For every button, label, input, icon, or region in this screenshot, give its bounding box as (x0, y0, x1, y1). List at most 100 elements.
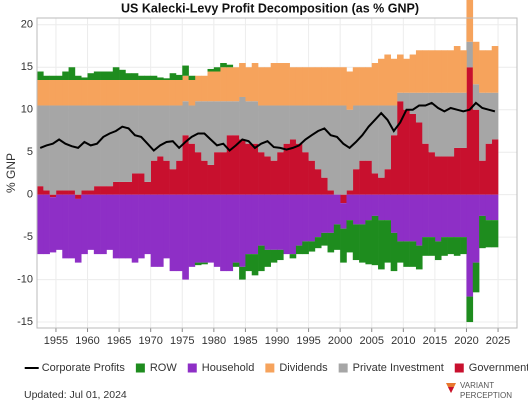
bar-segment (460, 50, 467, 93)
bar-segment (213, 71, 221, 102)
x-tick-label: 1980 (202, 335, 226, 347)
bar-segment (68, 190, 76, 195)
bar-segment (302, 67, 309, 106)
bar-segment (49, 75, 57, 80)
bar-segment (74, 198, 82, 263)
bar-segment (472, 109, 480, 195)
x-tick-label: 1975 (170, 335, 194, 347)
bar-segment (55, 80, 63, 106)
bar-segment (226, 64, 234, 68)
bar-segment (169, 80, 177, 106)
bar-segment (415, 194, 423, 246)
legend: Corporate Profits ROW Household Dividends Pr… (24, 362, 528, 374)
bar-segment (175, 80, 183, 106)
bar-segment (232, 262, 240, 267)
bar-segment (428, 237, 436, 256)
bar-segment (460, 92, 467, 148)
y-tick-label: 5 (27, 146, 33, 158)
bar-segment (453, 92, 461, 148)
bar-segment (144, 80, 151, 106)
bar-segment (157, 77, 164, 80)
bar-segment (352, 67, 360, 106)
bar-segment (270, 249, 278, 263)
bar-segment (188, 80, 196, 106)
bar-segment (226, 194, 234, 272)
bar-segment (213, 194, 221, 267)
bar-segment (93, 80, 101, 106)
bar-segment (422, 143, 429, 195)
bar-segment (87, 80, 95, 106)
bar-segment (93, 71, 101, 80)
bar-segment (106, 105, 114, 187)
legend-swatch (135, 363, 145, 373)
bar-segment (479, 92, 486, 161)
bar-segment (258, 67, 265, 106)
bar-segment (277, 152, 284, 195)
bar-segment (163, 194, 170, 259)
bar-segment (441, 156, 448, 195)
bar-segment (359, 160, 366, 195)
bar-segment (485, 194, 493, 221)
bar-segment (340, 228, 347, 263)
bar-segment (295, 143, 303, 195)
bar-segment (308, 160, 316, 195)
bar-segment (409, 113, 417, 195)
bar-segment (62, 80, 69, 106)
bar-segment (314, 237, 322, 249)
bar-segment (283, 143, 290, 195)
bar-segment (93, 186, 101, 195)
bar-segment (340, 203, 347, 229)
bar-segment (403, 194, 410, 242)
bar-segment (415, 92, 423, 123)
bar-segment (264, 156, 271, 195)
legend-label: Corporate Profits (42, 362, 126, 374)
bar-segment (472, 84, 480, 110)
bar-segment (87, 190, 95, 195)
bar-segment (175, 105, 183, 161)
legend-item: ROW (135, 362, 178, 374)
bar-segment (201, 101, 208, 161)
bar-segment (169, 194, 177, 272)
bar-segment (378, 58, 385, 106)
bar-segment (434, 92, 442, 157)
legend-item: Household (187, 362, 254, 374)
x-tick-label: 2025 (486, 335, 510, 347)
bar-segment (403, 109, 410, 195)
bar-segment (239, 194, 246, 267)
bar-segment (466, 296, 474, 323)
bar-segment (43, 80, 50, 106)
bar-segment (409, 54, 417, 93)
bar-segment (434, 50, 442, 93)
legend-swatch (338, 363, 348, 373)
bar-segment (125, 73, 133, 80)
bar-segment (119, 181, 126, 195)
bar-segment (194, 75, 202, 102)
bar-segment (415, 122, 423, 195)
bar-segment (125, 181, 133, 195)
bar-segment (460, 194, 467, 238)
bar-segment (472, 41, 480, 85)
bar-segment (371, 105, 379, 174)
bar-segment (447, 194, 455, 238)
bar-segment (138, 75, 145, 80)
bar-segment (207, 71, 215, 102)
legend-label: Dividends (279, 362, 328, 374)
bar-segment (106, 186, 114, 195)
bar-segment (43, 105, 50, 191)
bar-segment (365, 194, 373, 221)
bar-segment (239, 96, 246, 140)
bar-segment (245, 101, 253, 144)
bar-segment (491, 139, 499, 195)
x-tick-label: 1955 (44, 335, 68, 347)
y-tick-label: 10 (21, 104, 33, 116)
y-axis-label: % GNP (4, 153, 18, 193)
bar-segment (428, 50, 436, 93)
legend-label: ROW (150, 362, 178, 374)
bar-segment (62, 71, 69, 80)
bar-segment (472, 194, 480, 263)
bar-segment (194, 101, 202, 153)
bar-segment (49, 197, 57, 253)
bar-segment (150, 75, 158, 80)
bar-segment (138, 80, 145, 106)
bar-segment (37, 186, 44, 195)
